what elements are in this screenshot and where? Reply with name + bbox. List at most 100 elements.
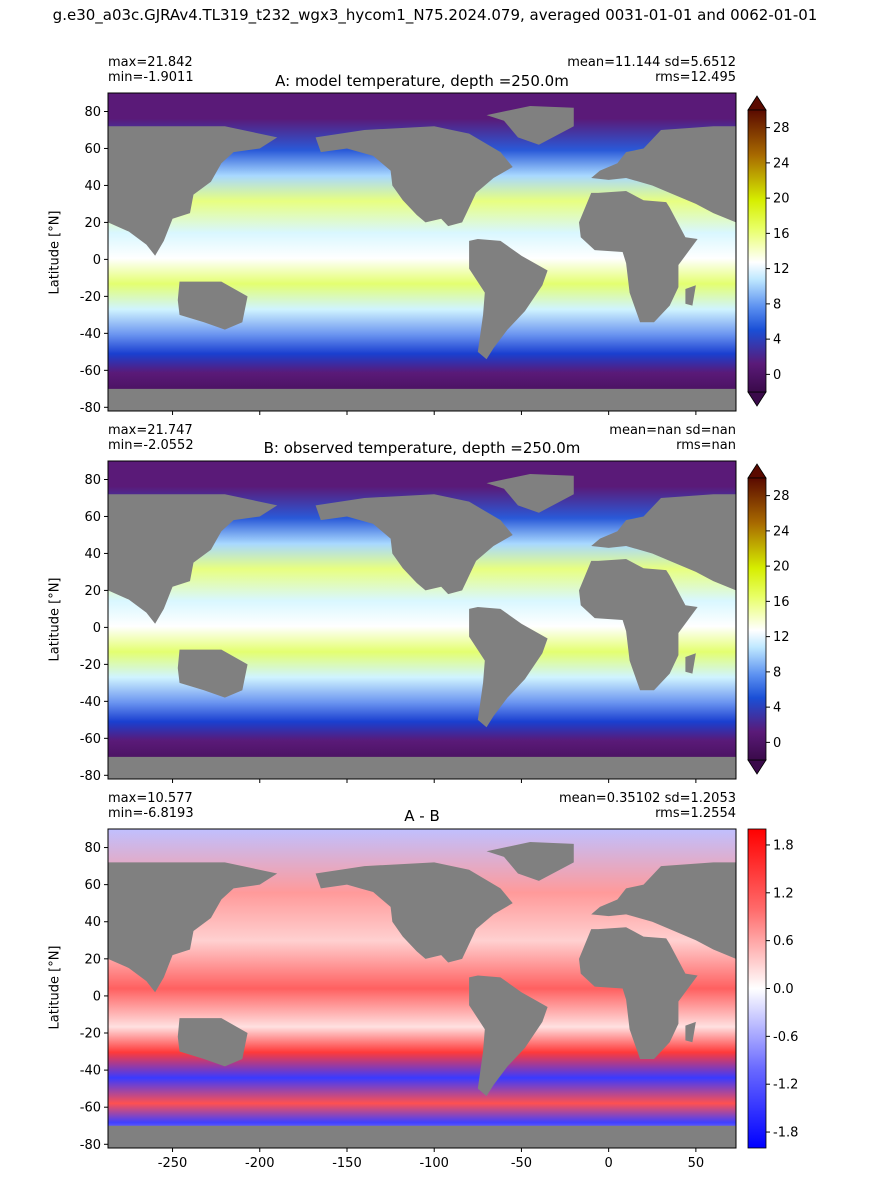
ytick-label: 60 [84, 878, 101, 893]
xtick-label: -50 [511, 1156, 532, 1171]
land-mass [685, 285, 696, 306]
xtick-label: -200 [245, 1156, 275, 1171]
panel-b-stats-left: max=21.747 min=-2.0552 [108, 423, 194, 453]
colorbar-tick-label: 1.2 [773, 886, 794, 901]
ytick-label: 0 [93, 989, 101, 1004]
ytick-label: 60 [84, 510, 101, 525]
map-panel-1: -80 -60 -40 -20 0 20 40 60 80 0 4 8 12 16 20 24 28 [80, 92, 790, 416]
panel-c-stats-left: max=10.577 min=-6.8193 [108, 791, 194, 821]
colorbar-tick-label: 28 [773, 489, 790, 504]
ytick-label: 0 [93, 253, 101, 268]
colorbar-tick-label: 8 [773, 297, 781, 312]
xtick-label: -150 [332, 1156, 362, 1171]
land-mass [315, 862, 513, 963]
colorbar-tick-label: 16 [773, 595, 790, 610]
land-mass [685, 1021, 696, 1043]
land-mass [108, 494, 278, 624]
panel-b-stats-right: mean=nan sd=nan rms=nan [609, 423, 736, 453]
colorbar-tick-label: 16 [773, 227, 790, 242]
land-mass [469, 975, 548, 1097]
colorbar-tick-label: 24 [773, 156, 790, 171]
ytick-label: 20 [84, 952, 101, 967]
panel-c-stats-right: mean=0.35102 sd=1.2053 rms=1.2554 [558, 791, 736, 821]
colorbar-extend-bottom [747, 391, 767, 407]
colorbar [747, 477, 767, 761]
ytick-label: -80 [80, 1138, 101, 1153]
colorbar-tick-label: -0.6 [773, 1030, 798, 1045]
ytick-label: -40 [80, 1064, 101, 1079]
xtick-label: 0 [605, 1156, 613, 1171]
ytick-label: 40 [84, 179, 101, 194]
ytick-label: 80 [84, 105, 101, 120]
colorbar-tick-label: 12 [773, 630, 790, 645]
land-mass [177, 649, 248, 698]
land-mass [177, 281, 248, 330]
panel-c-title: A - B [404, 807, 440, 825]
colorbar-extend-top [747, 463, 767, 479]
land-mass [486, 105, 574, 145]
ytick-label: -20 [80, 658, 101, 673]
colorbar-tick-label: 20 [773, 560, 790, 575]
land-mass [469, 239, 548, 360]
colorbar-extend-bottom [747, 759, 767, 775]
panel-a-title: A: model temperature, depth =250.0m [275, 72, 569, 90]
colorbar-tick-label: 0.0 [773, 982, 794, 997]
colorbar-tick-label: 8 [773, 665, 781, 680]
land-mass [108, 388, 736, 411]
ytick-label: -80 [80, 401, 101, 416]
land-mass [685, 653, 696, 674]
axes-frame [107, 92, 737, 412]
ytick-label: 20 [84, 584, 101, 599]
land-mass [591, 862, 736, 959]
land-mass [108, 126, 278, 256]
map-panels: -80-60-40-200204060800481216202428-80-60… [80, 92, 798, 1171]
ytick-label: 80 [84, 841, 101, 856]
colorbar-tick-label: 20 [773, 192, 790, 207]
ytick-label: 40 [84, 547, 101, 562]
land-mass [108, 756, 736, 779]
colorbar-tick-label: -1.2 [773, 1078, 798, 1093]
colorbar-tick-label: 0 [773, 736, 781, 751]
ytick-label: -60 [80, 364, 101, 379]
land-mass [486, 473, 574, 513]
colorbar-tick-label: -1.8 [773, 1126, 798, 1141]
colorbar-tick-label: 0 [773, 368, 781, 383]
ytick-label: 60 [84, 142, 101, 157]
axes-frame [107, 460, 737, 780]
land-mass [579, 190, 698, 323]
xtick-label: -250 [158, 1156, 188, 1171]
ytick-label: -80 [80, 769, 101, 784]
axes-frame [107, 828, 737, 1149]
land-mass [486, 841, 574, 881]
ytick-label: 40 [84, 915, 101, 930]
colorbar [747, 109, 767, 393]
colorbar [747, 828, 767, 1149]
land-mass [579, 558, 698, 691]
colorbar-tick-label: 24 [773, 524, 790, 539]
colorbar-tick-label: 12 [773, 262, 790, 277]
land-mass [315, 494, 513, 595]
ytick-label: 20 [84, 216, 101, 231]
land-mass [591, 494, 736, 591]
colorbar-extend-top [747, 95, 767, 111]
colorbar-tick-label: 0.6 [773, 934, 794, 949]
ytick-label: 80 [84, 473, 101, 488]
colorbar-tick-label: 4 [773, 333, 781, 348]
land-mass [177, 1018, 248, 1067]
panel-a-stats-right: mean=11.144 sd=5.6512 rms=12.495 [567, 55, 736, 85]
colorbar-tick-label: 28 [773, 121, 790, 136]
xtick-label: -100 [419, 1156, 449, 1171]
panel-b-title: B: observed temperature, depth =250.0m [263, 439, 581, 457]
ytick-label: -40 [80, 327, 101, 342]
ytick-label: 0 [93, 621, 101, 636]
land-mass [108, 862, 278, 993]
figure-title: g.e30_a03c.GJRAv4.TL319_t232_wgx3_hycom1… [52, 6, 818, 24]
colorbar-tick-label: 1.8 [773, 838, 794, 853]
ytick-label: -40 [80, 695, 101, 710]
map-panel-2: -80 -60 -40 -20 0 20 40 60 80 0 4 8 12 16 20 24 28 [80, 460, 790, 784]
panel-a-stats-left: max=21.842 min=-1.9011 [108, 55, 194, 85]
land-mass [108, 1125, 736, 1148]
land-mass [591, 126, 736, 223]
